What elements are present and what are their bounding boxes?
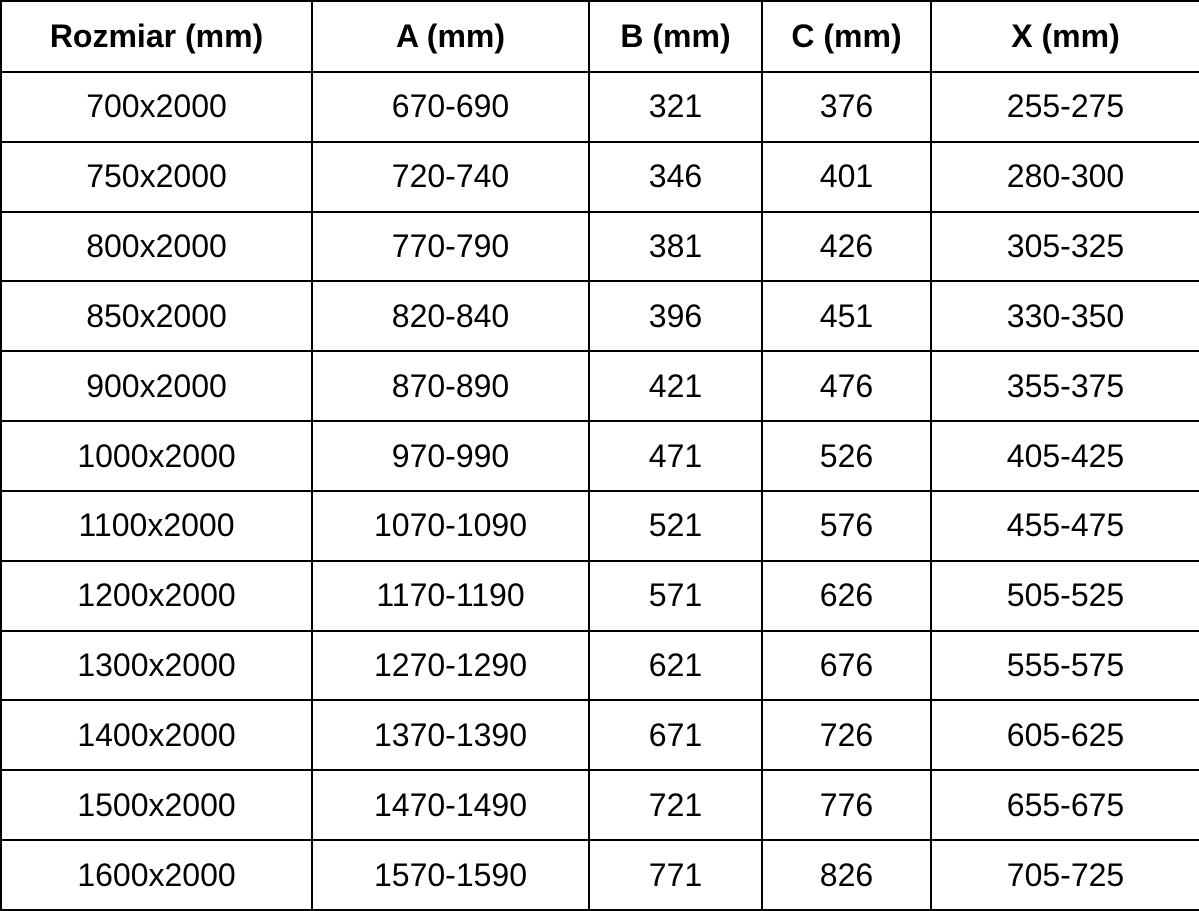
table-cell: 970-990: [311, 420, 590, 492]
table-cell: 1500x2000: [0, 769, 313, 842]
table-cell: 321: [588, 71, 763, 143]
table-cell: 330-350: [930, 280, 1199, 353]
table-cell: 676: [761, 629, 932, 702]
table-cell: 305-325: [930, 210, 1199, 283]
table-cell: 605-625: [930, 699, 1199, 772]
table-row: 800x2000 770-790 381 426 305-325: [0, 210, 1199, 283]
table-cell: 655-675: [930, 769, 1199, 842]
table-cell: 850x2000: [0, 280, 313, 353]
table-cell: 870-890: [311, 350, 590, 423]
table-row: 750x2000 720-740 346 401 280-300: [0, 140, 1199, 213]
table-cell: 820-840: [311, 280, 590, 353]
table-cell: 555-575: [930, 629, 1199, 702]
table-cell: 521: [588, 489, 763, 562]
table-body: 700x2000 670-690 321 376 255-275 750x2000 720-…: [0, 71, 1199, 911]
table-cell: 426: [761, 210, 932, 283]
table-cell: 405-425: [930, 420, 1199, 492]
table-cell: 1370-1390: [311, 699, 590, 772]
table-cell: 720-740: [311, 140, 590, 213]
table-row: 900x2000 870-890 421 476 355-375: [0, 350, 1199, 423]
table-cell: 1070-1090: [311, 489, 590, 562]
column-header-c: C (mm): [761, 0, 932, 73]
table-cell: 1100x2000: [0, 489, 313, 562]
table-cell: 346: [588, 140, 763, 213]
table-cell: 1300x2000: [0, 629, 313, 702]
table-cell: 705-725: [930, 839, 1199, 911]
table-cell: 381: [588, 210, 763, 283]
table-row: 1200x2000 1170-1190 571 626 505-525: [0, 559, 1199, 632]
table-row: 1000x2000 970-990 471 526 405-425: [0, 420, 1199, 492]
table-cell: 1000x2000: [0, 420, 313, 492]
table-row: 1400x2000 1370-1390 671 726 605-625: [0, 699, 1199, 772]
table-cell: 900x2000: [0, 350, 313, 423]
table-cell: 576: [761, 489, 932, 562]
table-cell: 280-300: [930, 140, 1199, 213]
table-cell: 505-525: [930, 559, 1199, 632]
table-cell: 800x2000: [0, 210, 313, 283]
table-cell: 401: [761, 140, 932, 213]
table-cell: 1170-1190: [311, 559, 590, 632]
table-cell: 726: [761, 699, 932, 772]
table-cell: 750x2000: [0, 140, 313, 213]
table-cell: 455-475: [930, 489, 1199, 562]
table-cell: 621: [588, 629, 763, 702]
table-cell: 1600x2000: [0, 839, 313, 911]
table-cell: 770-790: [311, 210, 590, 283]
table-cell: 776: [761, 769, 932, 842]
column-header-x: X (mm): [930, 0, 1199, 73]
table-cell: 1570-1590: [311, 839, 590, 911]
table-cell: 670-690: [311, 71, 590, 143]
column-header-b: B (mm): [588, 0, 763, 73]
table-cell: 571: [588, 559, 763, 632]
table-cell: 526: [761, 420, 932, 492]
table-cell: 421: [588, 350, 763, 423]
table-cell: 1200x2000: [0, 559, 313, 632]
table-row: 700x2000 670-690 321 376 255-275: [0, 71, 1199, 143]
table-row: 1300x2000 1270-1290 621 676 555-575: [0, 629, 1199, 702]
table-cell: 826: [761, 839, 932, 911]
table-cell: 451: [761, 280, 932, 353]
table-row: 850x2000 820-840 396 451 330-350: [0, 280, 1199, 353]
table-cell: 771: [588, 839, 763, 911]
table-cell: 671: [588, 699, 763, 772]
header-row: Rozmiar (mm) A (mm) B (mm) C (mm) X (mm): [0, 0, 1199, 73]
table-cell: 1470-1490: [311, 769, 590, 842]
table-cell: 476: [761, 350, 932, 423]
table-cell: 471: [588, 420, 763, 492]
table-cell: 700x2000: [0, 71, 313, 143]
table-cell: 626: [761, 559, 932, 632]
table-cell: 255-275: [930, 71, 1199, 143]
table-row: 1500x2000 1470-1490 721 776 655-675: [0, 769, 1199, 842]
table-cell: 1400x2000: [0, 699, 313, 772]
table-row: 1600x2000 1570-1590 771 826 705-725: [0, 839, 1199, 911]
table-cell: 355-375: [930, 350, 1199, 423]
table-cell: 396: [588, 280, 763, 353]
column-header-rozmiar: Rozmiar (mm): [0, 0, 313, 73]
table-cell: 376: [761, 71, 932, 143]
table-cell: 721: [588, 769, 763, 842]
table-cell: 1270-1290: [311, 629, 590, 702]
column-header-a: A (mm): [311, 0, 590, 73]
table-row: 1100x2000 1070-1090 521 576 455-475: [0, 489, 1199, 562]
